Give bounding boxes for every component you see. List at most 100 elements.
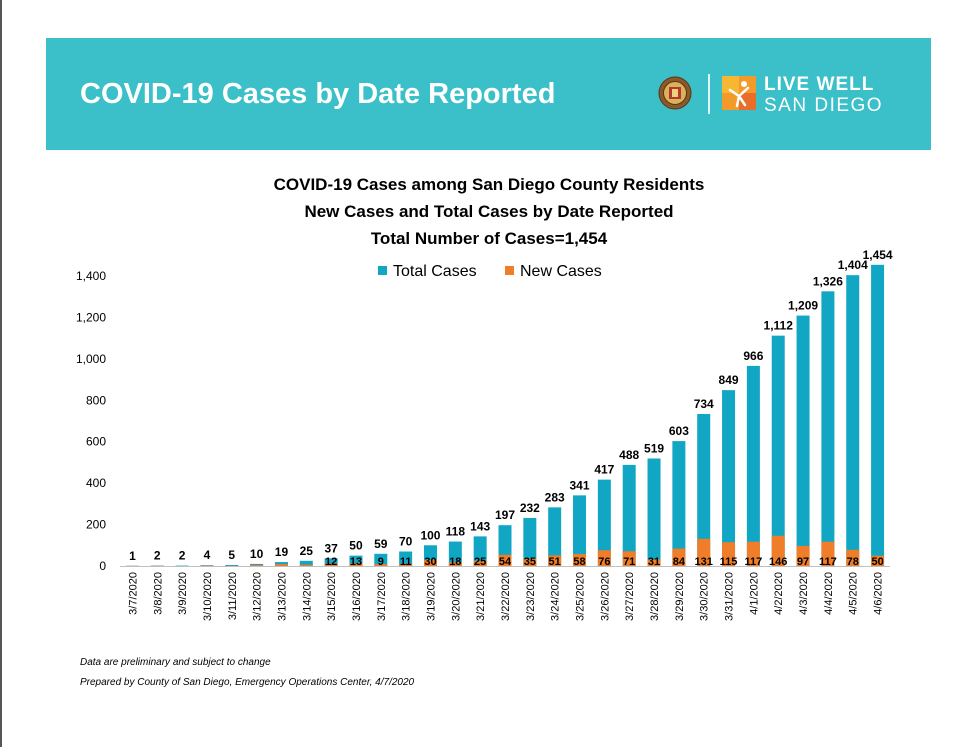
total-cases-label: 519 [644,441,664,455]
x-tick-label: 3/17/2020 [376,572,388,621]
new-cases-bar [473,560,487,566]
x-tick-label: 3/12/2020 [252,572,264,621]
total-cases-bar [324,558,338,566]
new-cases-label: 11 [400,556,412,568]
logo-line1: LIVE WELL [764,74,875,95]
new-cases-bar [374,564,388,566]
x-tick-label: 3/8/2020 [152,572,164,615]
chart-title: COVID-19 Cases among San Diego County Re… [273,175,705,194]
new-cases-label: 35 [524,556,536,568]
x-tick-label: 3/14/2020 [301,572,313,621]
total-cases-bar [846,275,860,566]
total-cases-bar [597,479,611,566]
total-cases-label: 1,209 [788,299,818,313]
total-cases-label: 37 [324,541,338,555]
logo-divider [708,74,710,114]
total-cases-bar [573,495,587,566]
x-tick-label: 3/24/2020 [550,572,562,621]
total-cases-label: 488 [619,448,639,462]
total-cases-label: 19 [275,545,289,559]
total-cases-bar [399,551,413,566]
new-cases-bar [672,548,686,566]
total-cases-label: 1 [129,549,136,563]
x-tick-label: 3/13/2020 [276,572,288,621]
new-cases-label: 71 [623,556,635,568]
new-cases-label: 78 [847,556,859,568]
new-cases-bar [796,545,810,566]
new-cases-bar [746,541,760,566]
logo-line2: SAN DIEGO [764,95,884,116]
new-cases-bar [299,564,313,566]
x-tick-label: 3/30/2020 [699,572,711,621]
total-cases-label: 59 [374,537,388,551]
new-cases-label: 58 [573,556,585,568]
y-tick-label: 1,200 [76,310,106,324]
legend-label-new: New Cases [520,263,602,280]
new-cases-bar [523,558,537,566]
total-cases-bar [548,507,562,566]
x-tick-label: 3/9/2020 [177,572,189,615]
new-cases-bar [647,559,661,566]
header-banner: COVID-19 Cases by Date Reported LIVE WEL… [46,38,931,150]
total-cases-bar [697,413,711,566]
new-cases-label: 76 [598,556,610,568]
live-well-logo-text: LIVE WELL SAN DIEGO [764,75,883,115]
x-tick-label: 3/10/2020 [202,572,214,621]
x-tick-label: 3/23/2020 [525,572,537,621]
x-tick-label: 4/4/2020 [823,572,835,615]
total-cases-bar [871,264,885,566]
x-tick-label: 3/15/2020 [326,572,338,621]
total-cases-bar [523,517,537,566]
new-cases-bar [423,559,437,566]
total-cases-label: 232 [520,501,540,515]
y-tick-label: 800 [86,393,106,407]
chart-subtitle: New Cases and Total Cases by Date Report… [304,202,674,221]
y-tick-label: 200 [86,518,106,532]
new-cases-bar [498,554,512,566]
total-cases-label: 2 [154,549,161,563]
new-cases-bar [697,538,711,566]
total-cases-label: 50 [349,539,363,553]
page-title: COVID-19 Cases by Date Reported [80,78,556,110]
x-tick-label: 3/16/2020 [351,572,363,621]
total-cases-bar [771,335,785,566]
x-tick-label: 3/29/2020 [674,572,686,621]
total-cases-label: 197 [495,508,515,522]
total-cases-bar [349,555,363,566]
new-cases-bar [722,542,736,566]
new-cases-bar [771,535,785,566]
x-tick-label: 3/31/2020 [724,572,736,621]
new-cases-label: 146 [769,556,787,568]
total-cases-label: 849 [719,373,739,387]
total-cases-label: 417 [594,463,614,477]
total-cases-bar [274,562,288,566]
total-cases-label: 1,454 [863,248,893,262]
total-cases-label: 734 [694,397,714,411]
total-cases-label: 143 [470,519,490,533]
new-cases-bar [448,562,462,566]
live-well-logo-icon [722,76,756,110]
new-cases-bar [821,541,835,566]
total-cases-label: 966 [743,349,763,363]
new-cases-label: 97 [797,556,809,568]
chart-titles: COVID-19 Cases among San Diego County Re… [0,171,970,252]
new-cases-label: 13 [350,556,362,568]
x-tick-label: 4/1/2020 [748,572,760,615]
new-cases-label: 54 [499,556,512,568]
total-cases-label: 100 [420,528,440,542]
new-cases-bar [349,563,363,566]
new-cases-label: 31 [648,556,660,568]
new-cases-bar [399,563,413,566]
x-tick-label: 3/11/2020 [227,572,239,620]
new-cases-bar [324,563,338,566]
total-cases-bar [746,365,760,566]
total-cases-label: 1,112 [764,319,794,333]
new-cases-label: 117 [819,556,837,568]
total-cases-label: 1,404 [838,258,868,272]
y-tick-label: 0 [99,559,106,573]
new-cases-bar [548,555,562,566]
total-cases-bar [448,541,462,566]
legend-label-total: Total Cases [393,263,477,280]
total-cases-bar [722,390,736,566]
new-cases-bar [622,551,636,566]
